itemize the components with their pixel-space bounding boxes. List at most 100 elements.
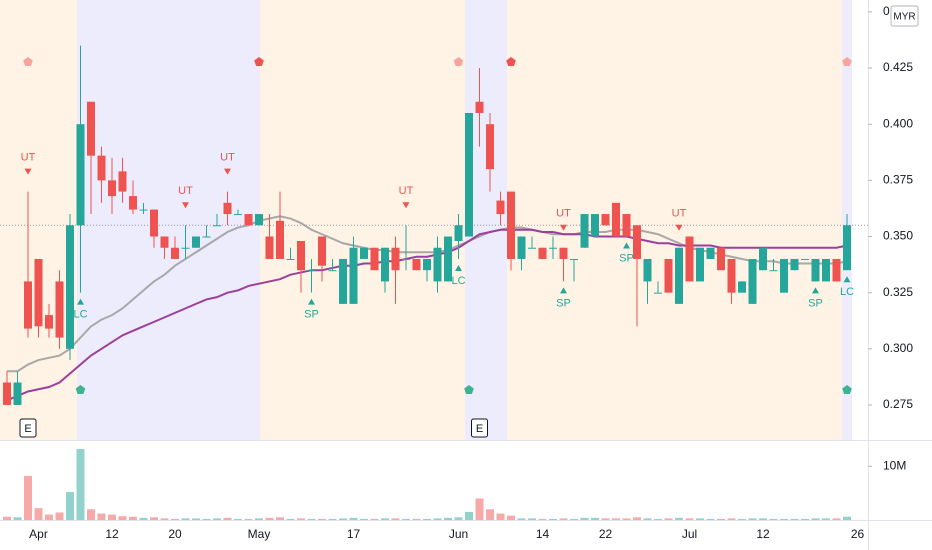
candle-body	[160, 236, 169, 248]
x-tick-label: 14	[536, 527, 550, 541]
signal-arrow	[560, 287, 567, 294]
volume-bar	[727, 518, 736, 520]
session-band	[0, 0, 77, 440]
signal-arrow	[455, 264, 462, 271]
volume-bar	[801, 518, 809, 520]
candle-body	[454, 225, 463, 242]
candle-body	[622, 214, 631, 237]
currency-label: MYR	[893, 12, 915, 23]
x-tick-label: May	[248, 527, 271, 541]
volume-bar	[843, 516, 851, 520]
y-tick-label: 0.275	[883, 397, 913, 411]
volume-bar	[780, 518, 788, 520]
candle-body	[654, 292, 662, 294]
candle-body	[433, 247, 442, 282]
candle-body	[360, 247, 368, 259]
signal-arrow	[224, 168, 231, 175]
volume-bar	[24, 475, 32, 520]
x-tick-label: Jun	[449, 527, 468, 541]
volume-bar	[444, 517, 452, 520]
candle-body	[76, 124, 85, 226]
candle-body	[738, 281, 746, 293]
signal-label: UT	[672, 208, 687, 220]
signal-arrow	[182, 202, 189, 209]
currency-badge	[890, 5, 919, 27]
volume-bar	[748, 518, 757, 520]
volume-bar	[171, 518, 179, 520]
volume-bar	[538, 518, 547, 520]
candle-body	[13, 382, 22, 405]
volume-bar	[349, 517, 358, 520]
volume-bar	[265, 517, 274, 520]
candle-body	[129, 196, 137, 210]
candle-body	[87, 101, 95, 156]
y-tick-label: 0.350	[883, 229, 913, 243]
candle-body	[727, 258, 736, 293]
pentagon-marker	[75, 385, 86, 394]
y-tick-label: 0.375	[883, 173, 913, 187]
volume-bar	[160, 518, 169, 520]
volume-bar	[685, 518, 694, 520]
volume-bar	[223, 517, 232, 520]
volume-bar	[66, 492, 74, 520]
volume-bar	[412, 518, 421, 520]
candle-body	[66, 225, 74, 349]
volume-bar	[465, 511, 473, 520]
candle-body	[307, 270, 316, 272]
candle-body	[108, 180, 116, 197]
candle-body	[696, 247, 704, 282]
volume-bar	[202, 518, 211, 520]
volume-bar	[45, 514, 53, 520]
volume-bar	[118, 516, 127, 520]
candle-body	[339, 258, 347, 304]
signal-label: UT	[556, 208, 571, 220]
volume-bar	[433, 518, 442, 520]
candle-body	[402, 258, 410, 260]
volume-bar	[486, 509, 494, 520]
candle-body	[34, 258, 43, 327]
event-label: E	[476, 423, 483, 435]
candle-body	[318, 236, 326, 266]
volume-bar	[706, 518, 715, 520]
x-tick-label: 22	[599, 527, 613, 541]
volume-bar	[664, 518, 673, 520]
signal-label: SP	[619, 252, 634, 264]
volume-bar	[528, 518, 536, 520]
signal-arrow	[560, 224, 567, 231]
candle-body	[213, 225, 221, 227]
pentagon-marker	[254, 57, 264, 66]
candle-body	[244, 214, 253, 226]
signal-label: SP	[808, 297, 823, 309]
x-tick-label: Apr	[29, 527, 48, 541]
signal-label: UT	[178, 185, 193, 197]
candle-body	[780, 258, 788, 293]
candle-body	[475, 101, 484, 113]
volume-bar	[13, 517, 22, 520]
signal-arrow	[24, 168, 32, 175]
pentagon-marker	[842, 57, 852, 66]
volume-bar	[423, 518, 431, 520]
candle-body	[601, 214, 610, 226]
volume-bar	[507, 515, 515, 520]
candle-body	[276, 220, 284, 259]
session-band	[260, 0, 465, 440]
signal-arrow	[843, 276, 851, 283]
candle-body	[591, 214, 599, 237]
y-tick-label: 0.400	[883, 116, 913, 130]
session-band	[507, 0, 842, 440]
y-tick-label: 0.300	[883, 341, 913, 355]
candle-body	[496, 200, 505, 215]
volume-bar	[769, 518, 778, 520]
volume-bar	[717, 518, 725, 520]
pentagon-marker	[506, 57, 516, 66]
candle-body	[759, 247, 767, 271]
candle-body	[528, 247, 536, 249]
candle-body	[706, 247, 715, 259]
candle-body	[538, 247, 547, 259]
candle-body	[664, 258, 673, 293]
volume-bar	[55, 512, 64, 520]
volume-bar	[34, 508, 43, 520]
volume-bar	[139, 517, 148, 520]
candle-body	[790, 258, 799, 271]
x-tick-label: 12	[756, 527, 770, 541]
